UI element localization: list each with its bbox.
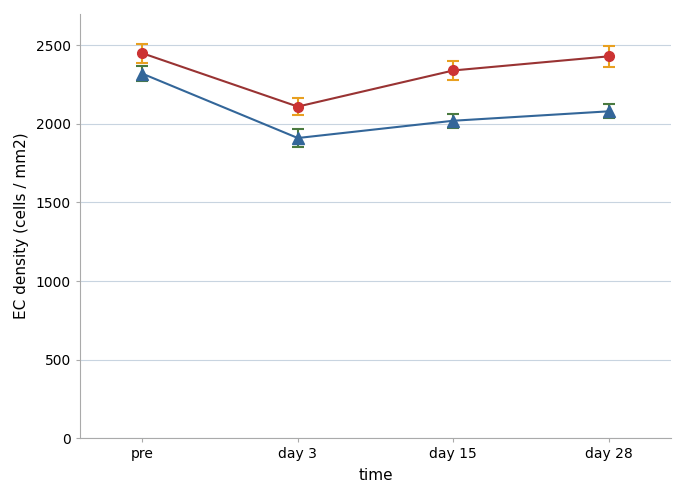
Y-axis label: EC density (cells / mm2): EC density (cells / mm2)	[14, 133, 29, 320]
X-axis label: time: time	[358, 468, 393, 483]
